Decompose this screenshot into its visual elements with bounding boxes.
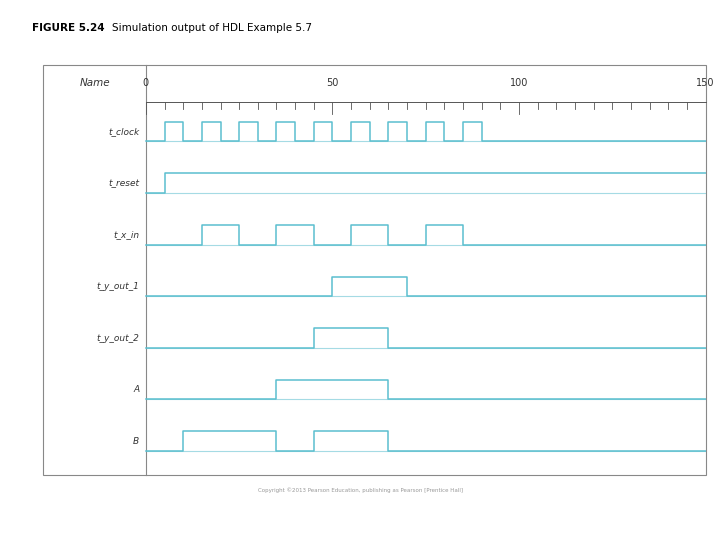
Text: All rights reserved.: All rights reserved.	[446, 525, 513, 532]
Text: Copyright ©2013 by Pearson Education, Inc.: Copyright ©2013 by Pearson Education, In…	[446, 509, 603, 516]
Text: A: A	[133, 385, 139, 394]
Text: Digital Design: With an Introduction to the Verilog HDL, 5e: Digital Design: With an Introduction to …	[158, 509, 364, 516]
Text: 50: 50	[326, 78, 338, 88]
Text: 150: 150	[696, 78, 715, 88]
Text: M. Morris Mano ■ Michael D. Ciletti: M. Morris Mano ■ Michael D. Ciletti	[158, 525, 282, 532]
Text: Name: Name	[79, 78, 110, 88]
Text: FIGURE 5.24: FIGURE 5.24	[32, 23, 105, 33]
Text: t_reset: t_reset	[108, 179, 139, 188]
Text: 0: 0	[143, 78, 149, 88]
Text: t_y_out_2: t_y_out_2	[96, 334, 139, 342]
Text: t_x_in: t_x_in	[113, 231, 139, 239]
Text: 100: 100	[510, 78, 528, 88]
Text: PEARSON: PEARSON	[620, 511, 709, 529]
Text: B: B	[133, 437, 139, 445]
Text: t_clock: t_clock	[108, 127, 139, 136]
Text: t_y_out_1: t_y_out_1	[96, 282, 139, 291]
Text: Simulation output of HDL Example 5.7: Simulation output of HDL Example 5.7	[112, 23, 312, 33]
Text: ALWAYS LEARNING: ALWAYS LEARNING	[11, 515, 91, 524]
Text: Copyright ©2013 Pearson Education, publishing as Pearson [Prentice Hall]: Copyright ©2013 Pearson Education, publi…	[258, 488, 462, 493]
